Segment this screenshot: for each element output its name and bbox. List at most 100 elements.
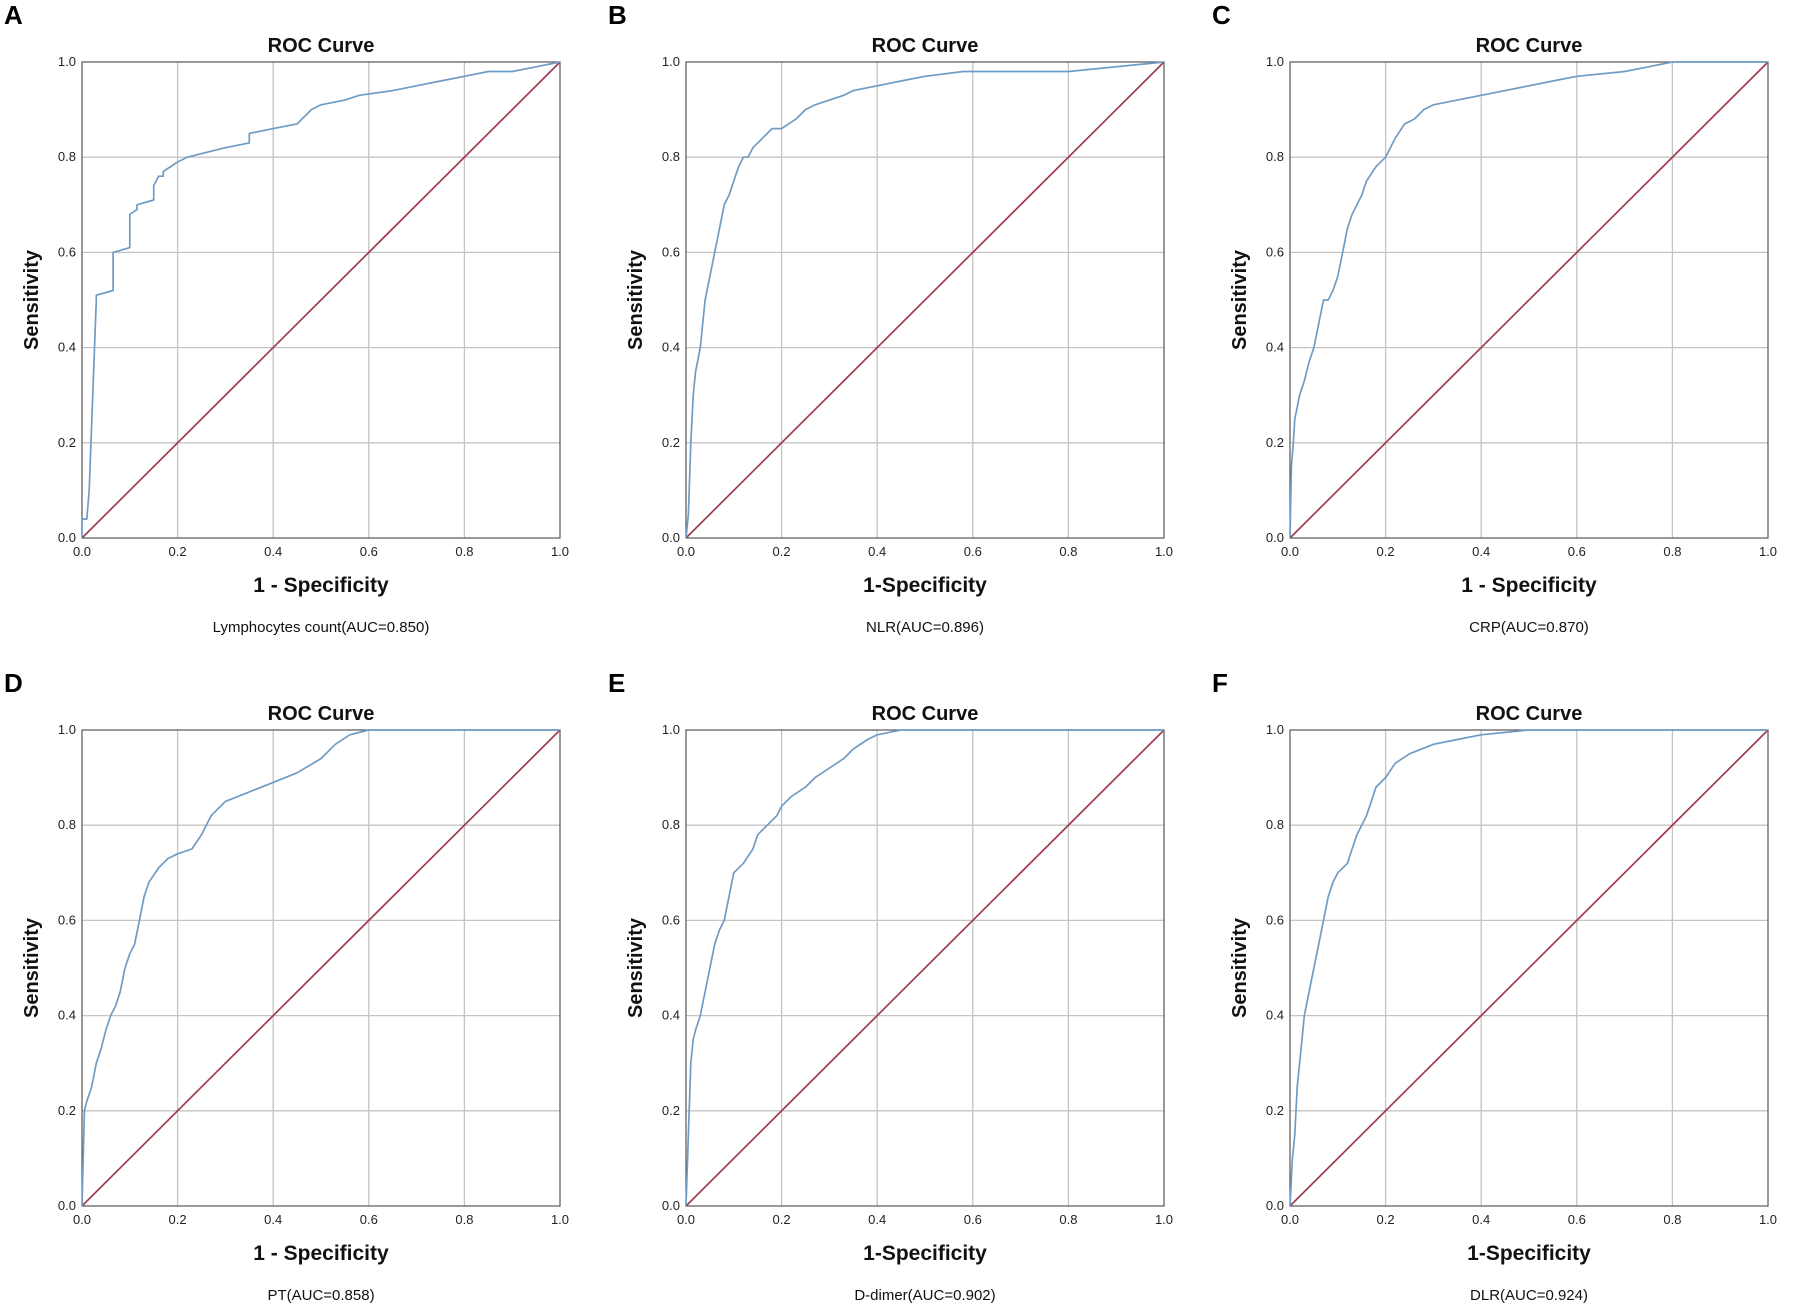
x-tick-label: 0.2 [169,544,187,559]
y-axis-label: Sensitivity [1229,249,1251,350]
auc-caption: PT(AUC=0.858) [267,1287,374,1304]
roc-curve-series [685,729,1164,1207]
reference-line [685,729,1165,1207]
x-tick-label: 0.2 [773,544,791,559]
y-tick-label: 0.0 [58,530,76,545]
panel-letter: D [4,668,23,698]
x-tick-label: 0.2 [773,1212,791,1227]
roc-panel-a: A ROC Curve 0.0 0.0 0.2 0.2 0.4 0.4 0.6 0.6 0.8 0.8… [0,0,590,640]
x-tick-label: 0.6 [964,1212,982,1227]
roc-panel-e: E ROC Curve 0.0 0.0 0.2 0.2 0.4 0.4 0.6 0.6 0.8 0.8… [604,668,1194,1308]
roc-curve-series [81,61,561,538]
x-tick-label: 0.4 [264,544,282,559]
y-tick-label: 0.6 [1266,244,1284,259]
x-tick-label: 0.2 [1377,1212,1395,1227]
y-tick-label: 0.8 [1266,149,1284,164]
y-tick-label: 0.2 [662,435,680,450]
x-axis-label: 1 - Specificity [253,1242,389,1265]
y-tick-label: 0.2 [662,1103,680,1118]
x-tick-label: 0.6 [1568,1212,1586,1227]
x-tick-label: 0.8 [1663,544,1681,559]
y-tick-label: 0.2 [58,1103,76,1118]
roc-panel-b: B ROC Curve 0.0 0.0 0.2 0.2 0.4 0.4 0.6 0.6 0.8 0.8… [604,0,1194,640]
reference-line [1289,61,1769,539]
chart-title: ROC Curve [1476,35,1583,57]
roc-chart-svg: F ROC Curve 0.00.0 0.2 0.2 0.4 0.4 0.6 0.6 0.8 0.8… [1212,668,1777,1304]
x-tick-label: 0.6 [1568,544,1586,559]
x-tick-label: 0.4 [868,544,886,559]
plot-frame [81,729,561,1207]
reference-line [1289,729,1769,1207]
y-tick-label: 1.0 [1266,722,1284,737]
panel-letter: B [608,0,627,30]
y-tick-label: 0.4 [662,1008,680,1023]
y-tick-label: 1.0 [58,722,76,737]
y-tick-label: 0.4 [1266,340,1284,355]
x-tick-label: 0.2 [169,1212,187,1227]
y-tick-label: 0.8 [58,149,76,164]
x-tick-label: 1.0 [1759,544,1777,559]
x-axis-label: 1 - Specificity [1461,574,1597,597]
x-tick-label: 0.4 [1472,544,1490,559]
panel-letter: F [1212,668,1228,698]
chart-title: ROC Curve [268,703,375,725]
auc-caption: NLR(AUC=0.896) [866,619,984,636]
y-tick-label: 0.6 [58,244,76,259]
x-tick-label: 0.0 [677,544,695,559]
y-tick-label: 0.0 [662,530,680,545]
y-tick-label: 0.8 [1266,817,1284,832]
x-axis-label: 1-Specificity [863,1242,987,1265]
y-tick-label: 0.0 [1266,1198,1284,1213]
y-axis-label: Sensitivity [625,249,647,350]
auc-caption: CRP(AUC=0.870) [1469,619,1589,636]
y-axis-label: Sensitivity [625,917,647,1018]
y-tick-label: 0.8 [58,817,76,832]
x-tick-label: 0.6 [360,1212,378,1227]
y-tick-label: 0.4 [58,1008,76,1023]
plot-frame [685,61,1165,539]
auc-caption: DLR(AUC=0.924) [1470,1287,1588,1304]
y-tick-label: 0.6 [58,912,76,927]
y-axis-label: Sensitivity [21,249,43,350]
x-tick-label: 0.0 [1281,1212,1299,1227]
roc-chart-svg: D ROC Curve 0.00.0 0.2 0.2 0.4 0.4 0.6 0.6 0.8 0.8… [4,668,569,1304]
x-tick-label: 0.6 [964,544,982,559]
roc-panel-f: F ROC Curve 0.0 0.0 0.2 0.2 0.4 0.4 0.6 0.6 0.8 0.8… [1208,668,1797,1308]
x-tick-label: 1.0 [1155,1212,1173,1227]
panel-letter: A [4,0,23,30]
reference-line [685,61,1165,539]
chart-title: ROC Curve [1476,703,1583,725]
y-tick-label: 1.0 [1266,54,1284,69]
chart-title: ROC Curve [872,35,979,57]
roc-chart-svg: B ROC Curve 0.00.0 0.2 0.2 0.4 0.4 0.6 0.6 0.8 0.8… [608,0,1173,636]
y-axis-label: Sensitivity [1229,917,1251,1018]
x-tick-label: 0.0 [73,1212,91,1227]
x-tick-label: 1.0 [551,544,569,559]
panel-letter: C [1212,0,1231,30]
x-axis-label: 1 - Specificity [253,574,389,597]
y-tick-label: 1.0 [58,54,76,69]
y-tick-label: 0.4 [662,340,680,355]
y-tick-label: 0.2 [1266,435,1284,450]
y-tick-label: 0.8 [662,149,680,164]
roc-curve-series [685,61,1165,539]
chart-title: ROC Curve [268,35,375,57]
x-tick-label: 0.4 [868,1212,886,1227]
y-tick-label: 0.2 [58,435,76,450]
x-tick-label: 0.0 [1281,544,1299,559]
roc-panel-c: C ROC Curve 0.0 0.0 0.2 0.2 0.4 0.4 0.6 0.6 0.8 0.8… [1208,0,1797,640]
x-tick-label: 0.2 [1377,544,1395,559]
reference-line [81,61,561,539]
x-tick-label: 0.8 [455,1212,473,1227]
x-axis-label: 1-Specificity [1467,1242,1591,1265]
y-tick-label: 0.0 [662,1198,680,1213]
x-tick-label: 0.6 [360,544,378,559]
roc-curve-series [1289,61,1768,539]
x-tick-label: 1.0 [1759,1212,1777,1227]
y-tick-label: 1.0 [662,722,680,737]
x-tick-label: 1.0 [1155,544,1173,559]
panel-letter: E [608,668,625,698]
roc-curve-series [81,729,560,1207]
y-tick-label: 0.6 [1266,912,1284,927]
x-tick-label: 0.0 [677,1212,695,1227]
